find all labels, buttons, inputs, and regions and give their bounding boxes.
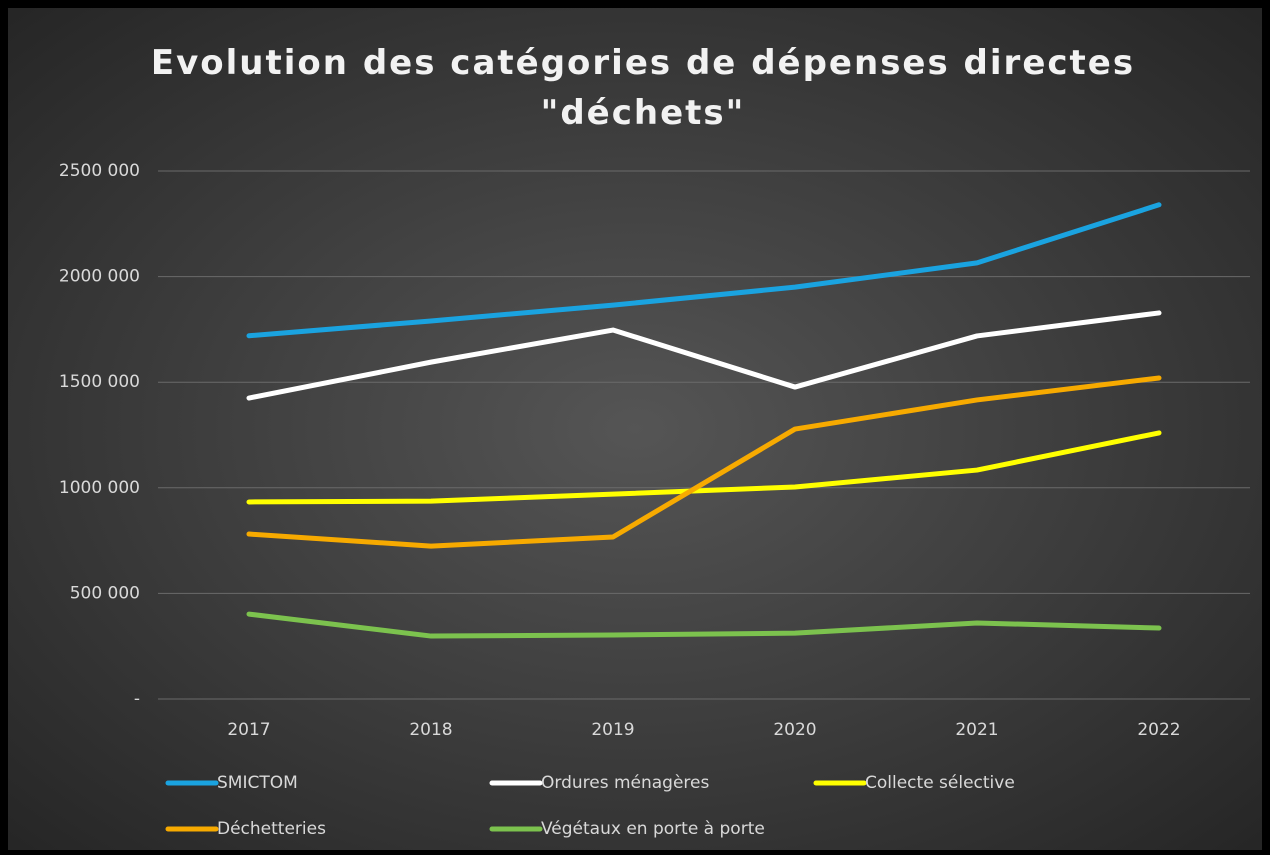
x-tick-label: 2021 xyxy=(955,720,998,740)
y-tick-label: 2000 000 xyxy=(59,267,140,287)
y-tick-label: 1000 000 xyxy=(59,478,140,498)
legend-label: Ordures ménagères xyxy=(541,773,710,793)
series-line xyxy=(246,430,1162,505)
series-line xyxy=(246,202,1162,339)
series-line xyxy=(246,310,1162,401)
chart-background xyxy=(8,8,1262,850)
y-tick-label: 500 000 xyxy=(70,583,140,603)
x-tick-label: 2022 xyxy=(1137,720,1180,740)
chart-title: Evolution des catégories de dépenses dir… xyxy=(150,43,1136,133)
legend-label: Déchetteries xyxy=(217,819,326,839)
series-line xyxy=(246,611,1162,639)
x-tick-label: 2019 xyxy=(591,720,634,740)
y-tick-label: 1500 000 xyxy=(59,372,140,392)
x-tick-label: 2018 xyxy=(409,720,452,740)
legend-label: Collecte sélective xyxy=(865,773,1015,793)
y-tick-label: - xyxy=(134,689,140,709)
series-line xyxy=(246,375,1162,549)
legend-label: SMICTOM xyxy=(217,773,298,793)
legend-label: Végétaux en porte à porte xyxy=(541,819,765,839)
y-tick-label: 2500 000 xyxy=(59,161,140,181)
x-tick-label: 2020 xyxy=(773,720,816,740)
x-tick-label: 2017 xyxy=(227,720,270,740)
